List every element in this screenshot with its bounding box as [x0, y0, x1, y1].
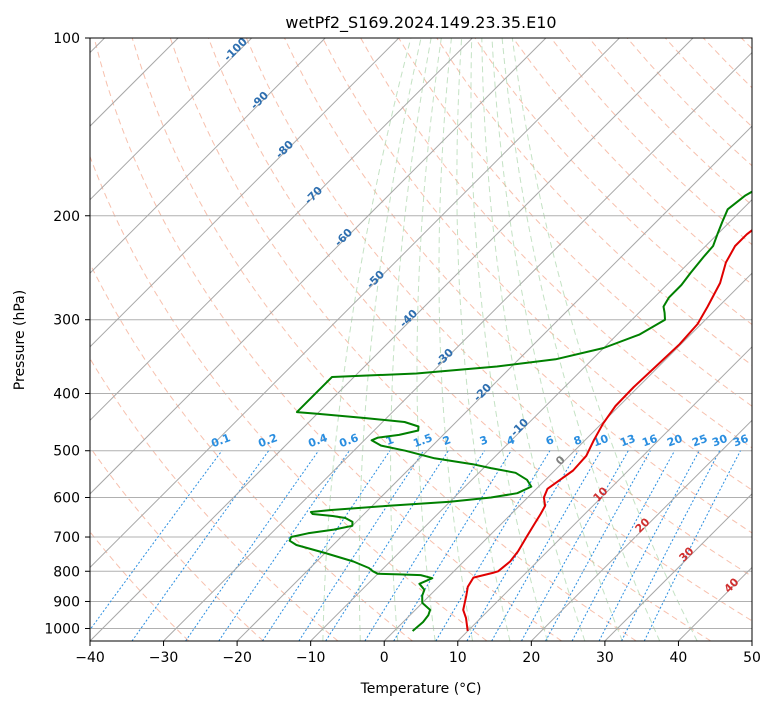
y-tick-label: 600 — [53, 490, 80, 506]
y-tick-label: 400 — [53, 387, 80, 403]
x-tick-label: 50 — [743, 650, 761, 666]
y-axis-label: Pressure (hPa) — [12, 290, 28, 390]
chart-title: wetPf2_S169.2024.149.23.35.E10 — [285, 13, 556, 33]
x-tick-label: −20 — [222, 650, 252, 666]
x-axis-label: Temperature (°C) — [360, 681, 482, 697]
x-tick-label: −10 — [296, 650, 326, 666]
y-tick-label: 300 — [53, 313, 80, 329]
y-tick-label: 900 — [53, 594, 80, 610]
x-tick-label: 0 — [380, 650, 389, 666]
y-tick-label: 500 — [53, 444, 80, 460]
y-tick-label: 100 — [53, 31, 80, 47]
x-tick-label: −30 — [149, 650, 179, 666]
x-tick-label: 10 — [449, 650, 467, 666]
x-tick-label: 40 — [670, 650, 688, 666]
y-tick-label: 800 — [53, 564, 80, 580]
y-tick-label: 700 — [53, 530, 80, 546]
y-tick-label: 200 — [53, 209, 80, 225]
x-tick-label: 20 — [522, 650, 540, 666]
x-tick-label: 30 — [596, 650, 614, 666]
y-tick-label: 1000 — [44, 621, 80, 637]
x-tick-label: −40 — [75, 650, 105, 666]
